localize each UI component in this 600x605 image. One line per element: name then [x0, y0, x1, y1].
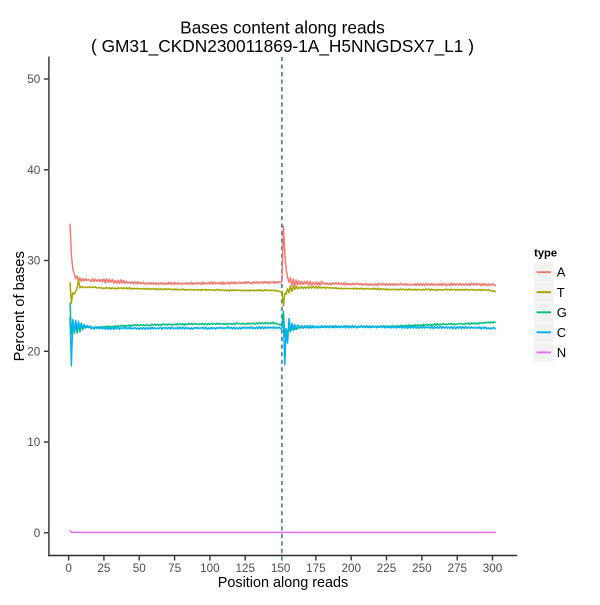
- svg-text:150: 150: [271, 562, 291, 575]
- svg-text:225: 225: [377, 562, 397, 575]
- svg-text:A: A: [557, 265, 566, 280]
- svg-text:20: 20: [27, 346, 41, 359]
- svg-text:300: 300: [483, 562, 503, 575]
- svg-text:50: 50: [27, 73, 41, 86]
- svg-text:G: G: [557, 305, 567, 320]
- svg-text:25: 25: [97, 562, 111, 575]
- svg-text:10: 10: [27, 436, 41, 449]
- svg-text:( GM31_CKDN230011869-1A_H5NNGD: ( GM31_CKDN230011869-1A_H5NNGDSX7_L1 ): [91, 36, 474, 56]
- svg-text:275: 275: [447, 562, 467, 575]
- svg-text:250: 250: [412, 562, 432, 575]
- svg-text:C: C: [557, 325, 566, 340]
- svg-text:50: 50: [133, 562, 147, 575]
- svg-text:Bases content along reads: Bases content along reads: [180, 18, 385, 38]
- svg-text:30: 30: [27, 255, 41, 268]
- svg-text:Position along reads: Position along reads: [218, 575, 348, 591]
- svg-text:40: 40: [27, 164, 41, 177]
- svg-text:type: type: [534, 247, 557, 259]
- svg-text:75: 75: [168, 562, 182, 575]
- svg-text:N: N: [557, 345, 566, 360]
- svg-text:T: T: [557, 285, 565, 300]
- svg-text:0: 0: [34, 527, 41, 540]
- svg-text:175: 175: [306, 562, 326, 575]
- svg-text:Percent of bases: Percent of bases: [12, 251, 28, 361]
- svg-text:100: 100: [200, 562, 220, 575]
- svg-text:200: 200: [341, 562, 361, 575]
- svg-text:125: 125: [235, 562, 255, 575]
- svg-text:0: 0: [65, 562, 72, 575]
